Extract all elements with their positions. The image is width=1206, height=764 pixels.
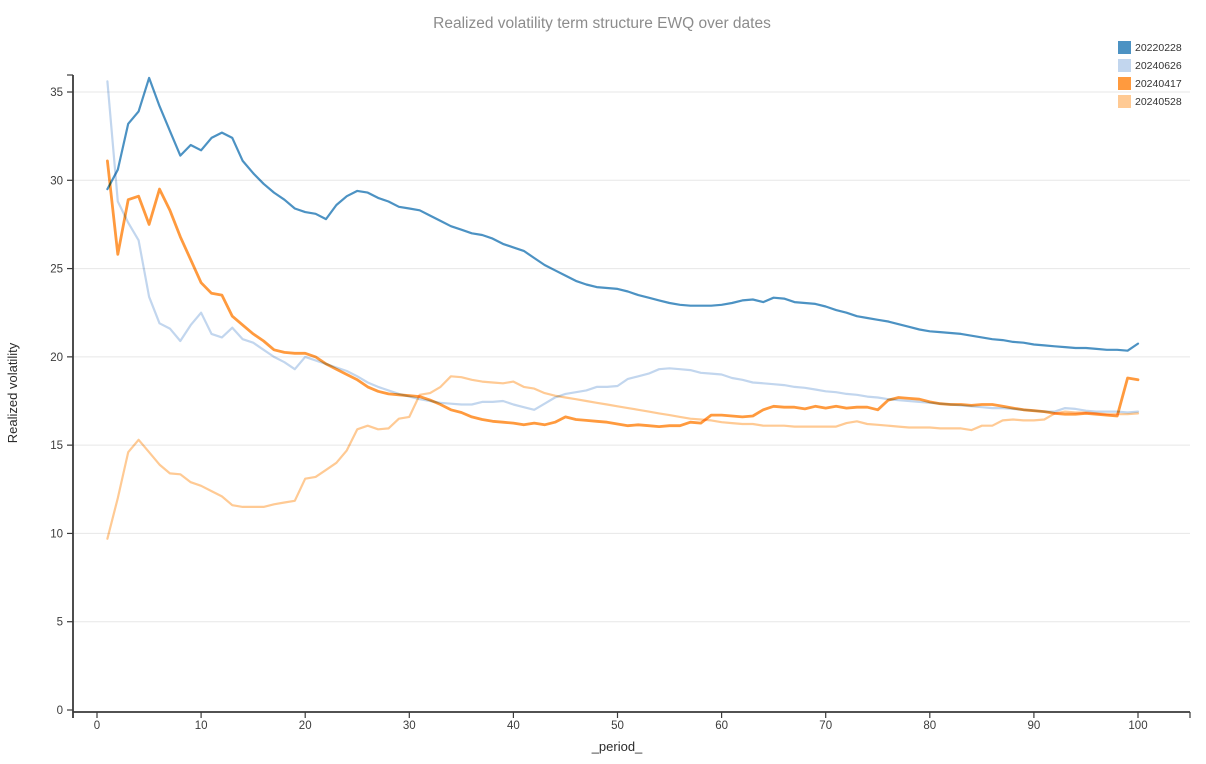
x-tick-label: 50 xyxy=(611,720,624,732)
y-tick-label: 0 xyxy=(57,705,63,717)
x-tick-label: 90 xyxy=(1028,720,1041,732)
x-tick-label: 100 xyxy=(1128,720,1147,732)
x-tick-label: 40 xyxy=(507,720,520,732)
y-tick-label: 35 xyxy=(50,87,63,99)
legend: 20220228 20240626 20240417 20240528 xyxy=(1118,41,1182,108)
series-line-20240626 xyxy=(106,80,1140,414)
legend-swatch-20220228 xyxy=(1118,41,1131,54)
x-tick-label: 60 xyxy=(715,720,728,732)
y-tick-label: 30 xyxy=(50,175,63,187)
axes: 0 10 20 30 40 50 60 70 80 90 100 0 5 10 15 20 25 30 35 xyxy=(50,74,1191,732)
x-tick-label: 30 xyxy=(403,720,416,732)
series-lines xyxy=(106,76,1140,540)
y-tick-label: 20 xyxy=(50,352,63,364)
series-line-20220228 xyxy=(106,76,1140,352)
legend-item-20240417: 20240417 xyxy=(1118,77,1182,90)
series-line-20240417 xyxy=(106,159,1140,428)
chart-title: Realized volatility term structure EWQ o… xyxy=(433,15,771,32)
y-tick-label: 15 xyxy=(50,440,63,452)
legend-swatch-20240417 xyxy=(1118,77,1131,90)
legend-label-20240417: 20240417 xyxy=(1135,78,1182,90)
y-tick-label: 5 xyxy=(57,617,63,629)
legend-label-20220228: 20220228 xyxy=(1135,42,1182,54)
legend-label-20240626: 20240626 xyxy=(1135,60,1182,72)
legend-label-20240528: 20240528 xyxy=(1135,96,1182,108)
y-axis-label: Realized volatility xyxy=(5,342,20,443)
x-tick-label: 10 xyxy=(195,720,208,732)
x-tick-label: 20 xyxy=(299,720,312,732)
legend-item-20220228: 20220228 xyxy=(1118,41,1182,54)
y-tick-label: 25 xyxy=(50,264,63,276)
legend-item-20240528: 20240528 xyxy=(1118,95,1182,108)
gridlines xyxy=(73,91,1190,623)
x-tick-label: 80 xyxy=(923,720,936,732)
x-tick-label: 0 xyxy=(94,720,100,732)
legend-item-20240626: 20240626 xyxy=(1118,59,1182,72)
legend-swatch-20240626 xyxy=(1118,59,1131,72)
series-line-20240528 xyxy=(106,375,1140,540)
legend-swatch-20240528 xyxy=(1118,95,1131,108)
x-tick-label: 70 xyxy=(819,720,832,732)
y-tick-label: 10 xyxy=(50,528,63,540)
x-axis-label: _period_ xyxy=(591,739,643,754)
